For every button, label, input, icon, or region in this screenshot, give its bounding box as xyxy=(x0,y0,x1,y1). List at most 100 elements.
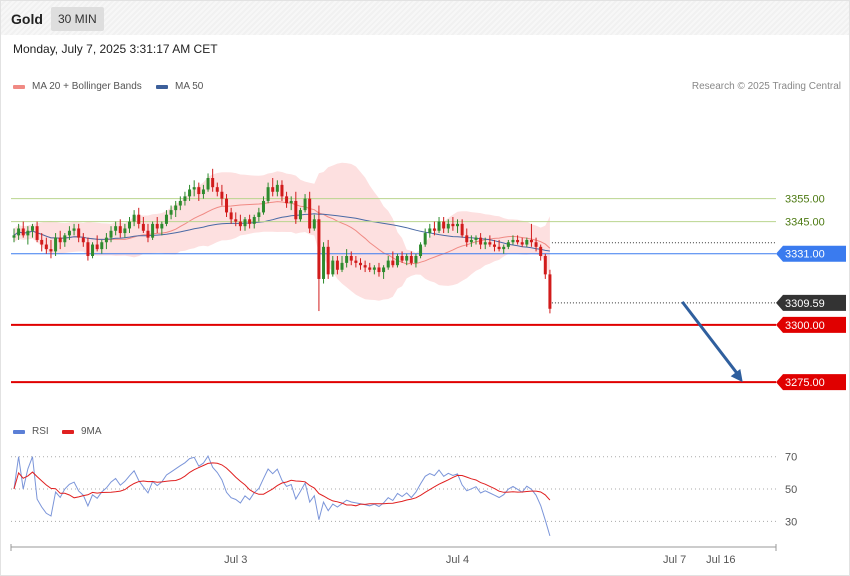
candle-body xyxy=(335,260,339,270)
candle-body xyxy=(377,267,381,273)
candle-body xyxy=(266,187,270,201)
candle-body xyxy=(63,235,67,243)
candle-body xyxy=(483,242,487,245)
ma50-line xyxy=(13,213,550,252)
level-label-3275.00: 3275.00 xyxy=(785,377,825,389)
level-label-bg-3300.00 xyxy=(776,316,846,333)
candle-body xyxy=(225,198,229,213)
candle-body xyxy=(35,226,39,240)
x-tick-Jul-4: Jul 4 xyxy=(446,554,469,566)
legend-swatch-rsi xyxy=(13,429,25,434)
candle-body xyxy=(345,256,349,263)
candle-body xyxy=(77,228,81,238)
candle-body xyxy=(137,214,141,224)
candle-body xyxy=(312,219,316,229)
rsi-9ma-line xyxy=(13,462,551,507)
candle-body xyxy=(40,239,44,245)
candle-body xyxy=(516,239,520,243)
candle-body xyxy=(118,226,122,234)
legend-label-9ma: 9MA xyxy=(81,426,102,437)
candle-body xyxy=(451,223,455,227)
candle-body xyxy=(428,228,432,234)
candle-body xyxy=(479,237,483,245)
candle-body xyxy=(326,246,330,275)
legend-swatch-ma50 xyxy=(156,84,168,89)
candle-body xyxy=(456,223,460,227)
candle-body xyxy=(151,223,155,238)
candle-body xyxy=(174,205,178,211)
candle-body xyxy=(12,235,16,238)
candle-body xyxy=(543,256,547,275)
x-tick-Jul-16: Jul 16 xyxy=(706,554,735,566)
candle-body xyxy=(382,267,386,273)
legend-ma20-bollinger: MA 20 + Bollinger Bands xyxy=(13,81,142,92)
candle-body xyxy=(197,187,201,195)
symbol-title: Gold xyxy=(11,11,43,27)
legend-label-ma20: MA 20 + Bollinger Bands xyxy=(32,81,142,92)
candle-body xyxy=(539,246,543,256)
timeframe-button[interactable]: 30 MIN xyxy=(51,7,104,31)
candle-body xyxy=(86,242,90,256)
candle-body xyxy=(506,242,510,247)
candle-body xyxy=(238,221,242,227)
candle-body xyxy=(465,235,469,243)
candle-body xyxy=(26,230,30,236)
candle-body xyxy=(511,239,515,243)
candle-body xyxy=(432,228,436,231)
candle-body xyxy=(67,230,71,236)
candle-body xyxy=(206,178,210,190)
rsi-tick-70: 70 xyxy=(785,452,797,464)
candle-body xyxy=(525,239,529,245)
candle-body xyxy=(275,184,279,192)
candle-body xyxy=(257,212,261,217)
candle-body xyxy=(359,262,362,266)
level-label-3309.59: 3309.59 xyxy=(785,298,825,310)
candle-body xyxy=(201,189,205,195)
candle-body xyxy=(44,244,48,250)
candle-body xyxy=(349,256,353,261)
level-label-bg-3275.00 xyxy=(776,374,846,391)
candle-body xyxy=(442,221,446,229)
candle-body xyxy=(160,223,164,229)
candle-body xyxy=(285,196,289,204)
candle-body xyxy=(155,223,159,229)
rsi-tick-30: 30 xyxy=(785,516,797,528)
candle-body xyxy=(446,223,450,229)
candle-body xyxy=(220,191,224,199)
candle-body xyxy=(294,200,298,220)
candle-body xyxy=(317,219,321,279)
legend-swatch-9ma xyxy=(62,429,74,434)
legend-label-ma50: MA 50 xyxy=(175,81,204,92)
candle-body xyxy=(95,244,99,250)
candle-body xyxy=(372,267,376,270)
candle-body xyxy=(460,223,464,236)
rsi-line xyxy=(13,455,551,537)
candle-body xyxy=(395,256,399,266)
candle-body xyxy=(409,256,413,263)
candle-body xyxy=(169,210,173,215)
candle-body xyxy=(363,265,367,268)
candle-body xyxy=(534,242,538,247)
candle-body xyxy=(469,239,473,243)
candle-body xyxy=(132,214,136,222)
candle-body xyxy=(128,221,131,229)
candle-body xyxy=(178,200,182,206)
level-label-3345.00: 3345.00 xyxy=(785,217,825,229)
candle-body xyxy=(368,267,372,270)
candle-body xyxy=(248,219,252,224)
candle-body xyxy=(354,260,358,263)
candle-body xyxy=(183,196,187,201)
candle-body xyxy=(54,237,58,252)
candle-body xyxy=(529,239,533,243)
candle-body xyxy=(298,210,302,220)
legend-rsi: RSI xyxy=(13,426,49,437)
candle-body xyxy=(405,256,409,261)
candle-body xyxy=(252,217,256,224)
candle-body xyxy=(146,230,150,238)
projection-arrow-head xyxy=(730,368,743,383)
legend-swatch-ma20 xyxy=(13,84,25,89)
candle-body xyxy=(400,256,404,261)
candle-body xyxy=(243,219,247,227)
research-credit: Research © 2025 Trading Central xyxy=(691,81,841,92)
